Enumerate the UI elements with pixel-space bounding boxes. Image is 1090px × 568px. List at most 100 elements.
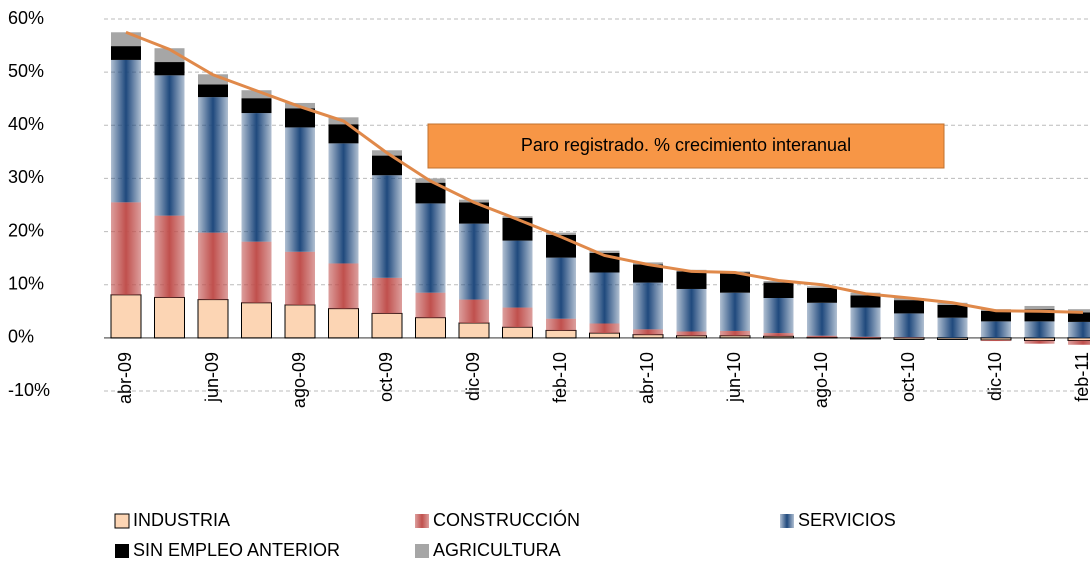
bar-segment [459,202,489,224]
bar-segment [502,326,533,339]
x-tick-label: ago-10 [811,352,831,408]
bar-segment [589,332,620,339]
bar-segment [720,292,750,331]
bar-segment [850,336,881,338]
legend-label: SIN EMPLEO ANTERIOR [133,540,340,560]
x-tick-label: abr-09 [115,352,135,404]
bar-segment [763,335,794,339]
bar-segment [502,240,533,308]
bar-segment [763,333,794,337]
bar-segment [676,331,707,336]
bar-segment [806,336,838,339]
bar-segment [720,330,750,336]
bar-segment [981,339,1011,342]
bar-segment [633,282,663,330]
bar-segment [632,334,664,339]
x-tick-label: feb-11 [1072,352,1090,402]
bar-segment [459,223,489,300]
bar-segment [894,337,924,338]
bar-segment [676,288,707,332]
bar-segment [241,113,272,242]
bar-segment [676,271,707,289]
legend-key [415,544,429,558]
legend-key [780,514,794,528]
annotation: Paro registrado. % crecimiento interanua… [521,135,851,155]
legend-key [114,513,130,529]
x-tick-label: oct-10 [898,352,918,402]
bar-segment [154,75,185,216]
y-tick-label: -10% [8,380,50,400]
bar-segment [328,124,359,144]
y-tick-label: 50% [8,61,44,81]
bar-segment [111,32,141,47]
bar-segment [546,318,576,331]
bar-segment [763,282,794,298]
bar-segment [850,307,881,337]
bar-segment [154,296,185,339]
bar-segment [459,299,489,323]
legend-label: SERVICIOS [798,510,896,530]
bar-segment [807,287,837,303]
bar-segment [981,310,1011,322]
bar-segment [1024,340,1055,344]
y-tick-label: 60% [8,8,44,28]
bar-segment [720,272,750,293]
bar-segment [807,302,837,336]
x-tick-label: ago-09 [289,352,309,408]
total-line [125,30,1084,314]
bar-segment [546,232,576,235]
bar-segment [850,295,881,308]
bar-segment [502,216,533,218]
x-tick-label: dic-10 [985,352,1005,401]
bar-segment [415,317,446,339]
bar-segment [372,155,402,176]
bar-segment [241,90,272,99]
bar-segment [937,304,968,318]
bar-segment [328,263,359,309]
bar-segment [981,321,1011,338]
legend-label: INDUSTRIA [133,510,230,530]
bar-segment [1024,305,1055,310]
bar-segment [502,307,533,328]
bar-segment [197,299,229,339]
bar-segment [807,335,837,338]
bar-segment [241,241,272,303]
bar-segment [545,329,577,339]
bar-segment [763,298,794,334]
bar-segment [589,250,620,253]
y-tick-label: 0% [8,327,34,347]
bar-segment [937,337,968,340]
bar-segment [241,302,272,339]
x-tick-label: feb-10 [550,352,570,403]
bar-segment [415,203,446,293]
bar-segment [154,215,185,298]
bar-segment [1024,337,1055,342]
bar-segment [502,217,533,241]
bar-segment [285,108,315,128]
bar-segment [111,46,141,60]
y-tick-label: 40% [8,114,44,134]
bar-segment [894,313,924,338]
y-tick-label: 30% [8,167,44,187]
bar-segment [937,317,968,338]
bar-segment [198,84,228,98]
bar-segment [850,337,881,340]
bar-segment [1068,340,1090,345]
bar-segment [372,277,402,314]
x-tick-label: jun-10 [724,352,744,403]
bar-segment [676,335,707,339]
bar-segment [1067,337,1090,342]
y-tick-label: 20% [8,220,44,240]
bar-segment [1024,321,1055,338]
bar-segment [241,98,272,114]
bar-segment [111,59,141,203]
bar-segment [719,335,751,339]
legend-key [115,544,129,558]
bar-segment [1068,321,1090,338]
bar-segment [415,292,446,318]
x-tick-label: jun-09 [202,352,222,403]
bar-segment [285,127,315,252]
bar-segment [110,294,142,339]
annotation-box [427,123,945,169]
